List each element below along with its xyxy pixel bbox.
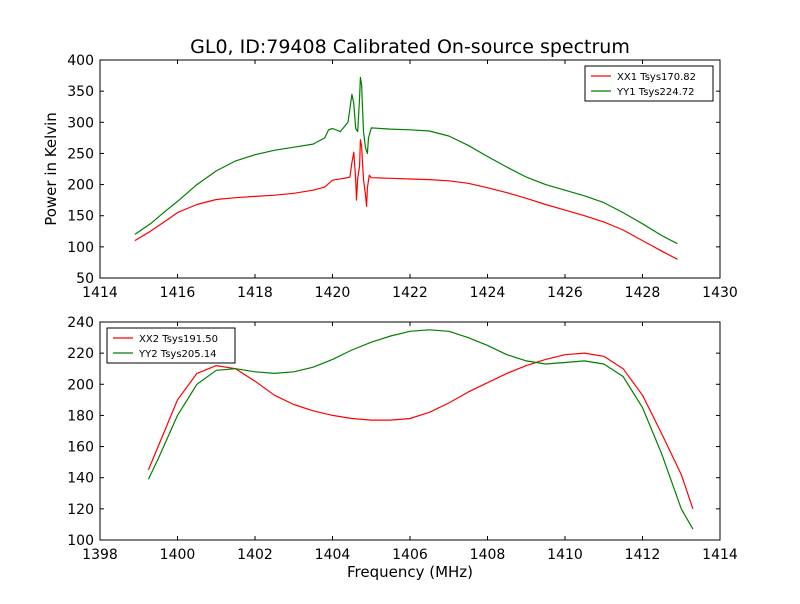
y-tick-label: 100 — [67, 240, 94, 256]
x-tick-label: 1406 — [392, 547, 428, 563]
series-line-1 — [147, 352, 694, 510]
y-tick-label: 240 — [67, 315, 94, 331]
legend: XX2 Tsys191.50 YY2 Tsys205.14 — [106, 327, 236, 364]
x-tick-label: 1400 — [160, 547, 196, 563]
y-tick-label: 400 — [67, 53, 94, 69]
y-tick-label: 250 — [67, 146, 94, 162]
series-line-2 — [147, 329, 694, 530]
y-axis-label: Power in Kelvin — [42, 112, 60, 226]
x-tick-label: 1414 — [702, 547, 738, 563]
x-tick-label: 1408 — [470, 547, 506, 563]
x-tick-label: 1416 — [160, 285, 196, 301]
series-line-1 — [134, 139, 678, 260]
legend-label-1: XX1 Tsys170.82 — [617, 72, 696, 83]
x-tick-label: 1402 — [237, 547, 273, 563]
y-tick-label: 140 — [67, 471, 94, 487]
x-tick-label: 1418 — [237, 285, 273, 301]
legend-label-2: YY2 Tsys205.14 — [138, 349, 217, 360]
x-tick-label: 1398 — [82, 547, 118, 563]
series-line-2 — [134, 76, 678, 245]
legend: XX1 Tsys170.82 YY1 Tsys224.72 — [584, 65, 714, 102]
x-tick-label: 1404 — [315, 547, 351, 563]
subplot-1: 1414 1416 1418 1420 1422 1424 1426 1428 1430 50 10… — [42, 53, 738, 301]
x-tick-label: 1410 — [547, 547, 583, 563]
x-tick-label: 1428 — [625, 285, 661, 301]
subplot-2: 1398 1400 1402 1404 1406 1408 1410 1412 1414 100 1… — [67, 315, 738, 581]
x-tick-label: 1424 — [470, 285, 506, 301]
y-tick-label: 200 — [67, 377, 94, 393]
x-axis-label: Frequency (MHz) — [347, 563, 473, 581]
legend-label-2: YY1 Tsys224.72 — [616, 87, 695, 98]
legend-label-1: XX2 Tsys191.50 — [139, 334, 218, 345]
y-tick-label: 160 — [67, 440, 94, 456]
legend-box — [106, 327, 236, 364]
y-tick-label: 180 — [67, 408, 94, 424]
y-tick-label: 200 — [67, 178, 94, 194]
y-tick-label: 350 — [67, 84, 94, 100]
y-tick-label: 150 — [67, 209, 94, 225]
legend-box — [584, 65, 714, 102]
y-tick-label: 300 — [67, 115, 94, 131]
x-tick-label: 1414 — [82, 285, 118, 301]
x-tick-label: 1426 — [547, 285, 583, 301]
y-tick-label: 100 — [67, 533, 94, 549]
x-tick-label: 1430 — [702, 285, 738, 301]
figure-title: GL0, ID:79408 Calibrated On-source spect… — [190, 36, 630, 58]
y-tick-label: 50 — [76, 271, 94, 287]
x-tick-label: 1422 — [392, 285, 428, 301]
y-tick-label: 120 — [67, 502, 94, 518]
x-tick-label: 1420 — [315, 285, 351, 301]
x-tick-label: 1412 — [625, 547, 661, 563]
y-tick-label: 220 — [67, 346, 94, 362]
